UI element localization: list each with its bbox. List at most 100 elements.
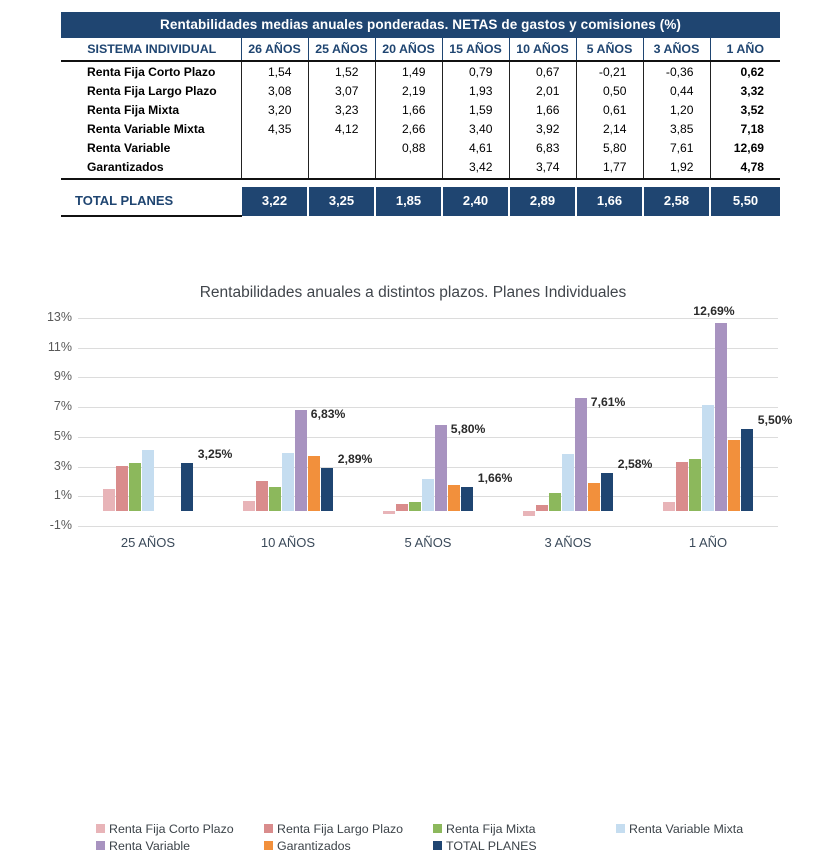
legend-label: TOTAL PLANES <box>446 838 537 853</box>
chart-bar <box>116 465 128 512</box>
table-cell: 1,93 <box>441 81 509 100</box>
gridline <box>78 526 778 527</box>
chart-bar <box>702 404 714 512</box>
bar-value-label: 12,69% <box>693 303 735 318</box>
y-axis-tick: 9% <box>53 369 72 384</box>
x-axis-tick: 3 AÑOS <box>544 535 592 550</box>
legend-swatch <box>616 824 625 833</box>
legend-row-2: Renta Variable Garantizados TOTAL PLANES <box>96 837 796 854</box>
table-cell: 1,77 <box>575 157 643 180</box>
bar-value-label: 2,89% <box>337 452 373 467</box>
table-total-row: TOTAL PLANES 3,22 3,25 1,85 2,40 2,89 1,66 2,58… <box>61 186 781 217</box>
legend-item[interactable]: Renta Fija Largo Plazo <box>264 822 403 836</box>
legend-swatch <box>433 824 442 833</box>
chart-bar <box>142 449 154 512</box>
bar-value-label: 5,80% <box>450 422 486 436</box>
chart-bar <box>588 482 600 512</box>
table-cell: 3,42 <box>441 157 509 180</box>
table-cell: 1,20 <box>642 100 710 119</box>
rentabilidades-table: Rentabilidades medias anuales ponderadas… <box>61 12 781 217</box>
table-cell: 1,59 <box>441 100 509 119</box>
legend-swatch <box>264 824 273 833</box>
table-row: Renta Fija Largo Plazo 3,08 3,07 2,19 1,93 2,… <box>61 81 781 100</box>
chart-bar <box>269 486 281 512</box>
chart-bar <box>308 455 320 512</box>
chart-bar <box>741 429 753 512</box>
plot-inner: -1% 1% 3% 5% 7% 9% 11% 13% 3,25% 25 AÑOS 2,89% 6,83… <box>47 304 792 550</box>
total-cell: 5,50 <box>708 186 781 216</box>
table-cell: 2,14 <box>575 119 643 138</box>
legend-label: Renta Fija Corto Plazo <box>109 821 234 836</box>
table-row: Garantizados 3,42 3,74 1,77 1,92 4,78 <box>61 157 781 180</box>
y-axis-tick: 11% <box>47 339 72 354</box>
legend-item[interactable]: TOTAL PLANES <box>433 839 537 853</box>
column-header-1: 26 AÑOS <box>240 38 308 62</box>
legend-swatch <box>433 841 442 850</box>
table-cell: 3,74 <box>508 157 576 180</box>
table-cell: 0,79 <box>441 61 509 81</box>
table-cell: 0,67 <box>508 61 576 81</box>
table-cell <box>240 157 308 180</box>
legend-label: Renta Fija Largo Plazo <box>277 821 404 836</box>
table-title-row: Rentabilidades medias anuales ponderadas… <box>61 12 781 38</box>
rentabilidades-table-container: Rentabilidades medias anuales ponderadas… <box>61 12 781 217</box>
bar-value-label: 1,66% <box>477 470 513 485</box>
legend-swatch <box>96 841 105 850</box>
y-axis-tick: 5% <box>53 428 72 443</box>
x-axis-tick: 10 AÑOS <box>260 535 316 550</box>
legend-item[interactable]: Renta Fija Corto Plazo <box>96 822 234 836</box>
table-cell: 3,32 <box>709 81 781 100</box>
chart-bar <box>461 486 473 512</box>
chart-bar <box>409 502 421 512</box>
total-cell: 3,22 <box>240 186 308 216</box>
gridline <box>78 347 778 349</box>
total-cell: 1,85 <box>374 186 442 216</box>
table-cell: 0,62 <box>709 61 781 81</box>
legend-item[interactable]: Renta Variable Mixta <box>616 822 743 836</box>
x-axis-tick: 25 AÑOS <box>120 535 176 550</box>
table-row: Renta Fija Corto Plazo 1,54 1,52 1,49 0,79 0,… <box>61 61 781 81</box>
table-cell: 7,18 <box>709 119 781 138</box>
row-label: Renta Fija Mixta <box>61 100 241 119</box>
table-cell: 0,44 <box>642 81 710 100</box>
table-cell: 3,92 <box>508 119 576 138</box>
chart-bar <box>256 481 268 512</box>
gridline <box>78 407 778 409</box>
chart-bar <box>383 511 395 515</box>
table-cell: 1,92 <box>642 157 710 180</box>
table-spacer <box>61 178 781 187</box>
table-cell: 4,78 <box>709 157 781 180</box>
chart-bar <box>536 504 548 512</box>
total-cell: 2,40 <box>441 186 509 216</box>
legend-item[interactable]: Renta Fija Mixta <box>433 822 536 836</box>
table-cell: -0,36 <box>642 61 710 81</box>
table-cell: 0,88 <box>374 138 442 157</box>
table-cell: 0,50 <box>575 81 643 100</box>
chart-bar <box>243 501 255 512</box>
chart-bar <box>321 468 333 512</box>
bar-value-label: 7,61% <box>590 395 626 410</box>
column-header-2: 25 AÑOS <box>307 38 375 62</box>
chart-bar <box>715 322 727 512</box>
legend-swatch <box>264 841 273 850</box>
total-cell: 1,66 <box>575 186 643 216</box>
total-cell: 2,89 <box>508 186 576 216</box>
table-cell <box>240 138 308 157</box>
legend-item[interactable]: Renta Variable <box>96 839 190 853</box>
table-cell: 2,66 <box>374 119 442 138</box>
bar-value-label: 2,58% <box>617 456 653 471</box>
table-cell: 3,07 <box>307 81 375 100</box>
y-axis-tick: 13% <box>46 310 72 324</box>
chart-bar <box>435 425 447 512</box>
table-cell: 0,61 <box>575 100 643 119</box>
table-row: Renta Variable Mixta 4,35 4,12 2,66 3,40 3,92… <box>61 119 781 138</box>
legend-item[interactable]: Garantizados <box>264 839 351 853</box>
table-cell: 7,61 <box>642 138 710 157</box>
table-row: Renta Variable 0,88 4,61 6,83 5,80 7,61 12,69 <box>61 138 781 157</box>
table-cell <box>307 138 375 157</box>
table-cell: 5,80 <box>575 138 643 157</box>
chart-container: Rentabilidades anuales a distintos plazo… <box>0 258 826 853</box>
row-label: Renta Variable Mixta <box>61 119 241 138</box>
table-cell: 3,85 <box>642 119 710 138</box>
chart-title: Rentabilidades anuales a distintos plazo… <box>199 284 627 301</box>
